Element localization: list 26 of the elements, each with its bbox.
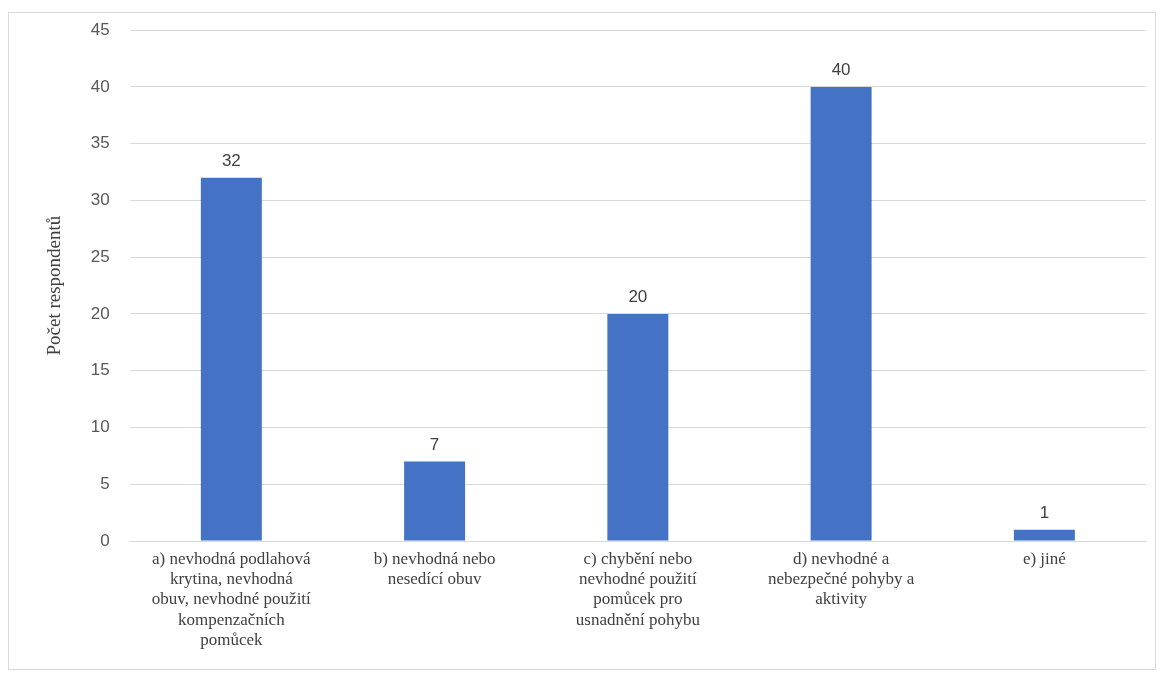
data-label: 32 [221,150,241,170]
x-tick-label: e) jiné [1022,548,1066,568]
bar [200,177,262,541]
data-label: 40 [831,60,851,80]
x-tick-label: d) nevhodné a nebezpečné pohyby a aktivity [767,548,915,609]
x-tick-label: b) nevhodná nebo nesedící obuv [373,548,496,589]
x-tick-label: c) chybění nebo nevhodné použití pomůcek pro usnadnění pohybu [575,548,701,629]
bar [1013,529,1075,541]
y-tick-label: 35 [90,133,110,153]
y-tick-label: 25 [90,246,110,266]
data-label: 7 [429,434,440,454]
x-tick-label: a) nevhodná podlahová krytina, nevhodná obuv, nevhodné použití kompenzačních pomůcek [151,548,312,650]
y-tick-label: 0 [100,530,110,550]
y-tick-label: 20 [90,303,110,323]
y-tick-label: 10 [90,417,110,437]
y-tick-label: 5 [100,473,110,493]
data-label: 20 [628,287,648,307]
bar [404,461,466,541]
y-tick-label: 45 [90,19,110,39]
y-tick-label: 15 [90,360,110,380]
data-label: 1 [1039,502,1050,522]
y-tick-label: 30 [90,190,110,210]
bar [607,313,669,541]
y-axis-title: Počet respondentů [43,215,65,356]
y-tick-label: 40 [90,76,110,96]
bar [810,86,872,541]
